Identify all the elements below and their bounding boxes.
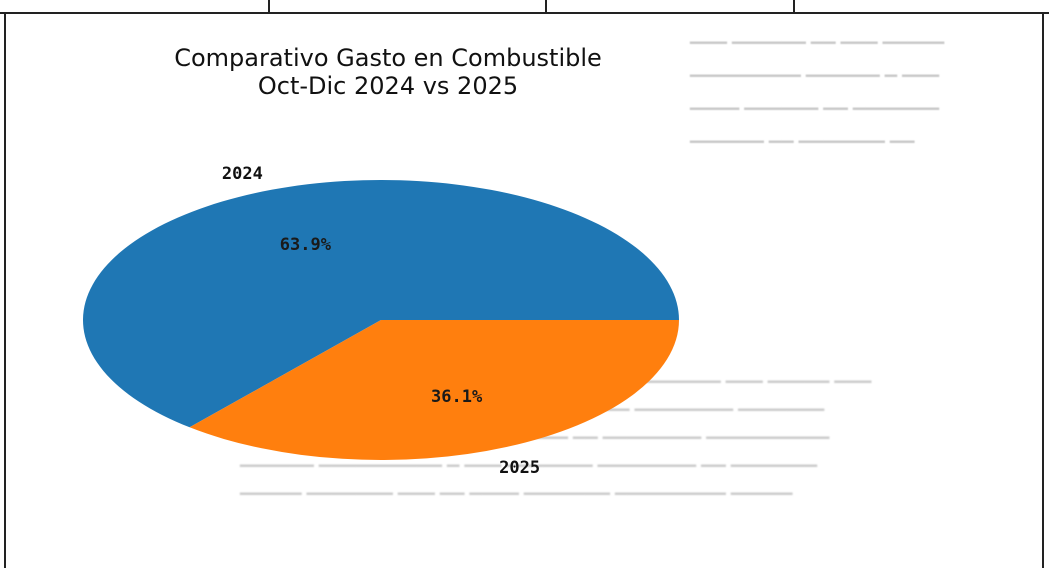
pie-value-label-2024: 63.9%	[280, 235, 332, 255]
table-border-strip	[0, 0, 1049, 14]
chart-title-line-2: Oct-Dic 2024 vs 2025	[257, 72, 519, 100]
chart-title-line-1: Comparativo Gasto en Combustible	[174, 44, 602, 72]
background-bleed-text: ▁▁▁ ▁▁▁▁▁▁ ▁▁ ▁▁▁ ▁▁▁▁▁ ▁▁▁▁▁▁▁▁▁ ▁▁▁▁▁▁ …	[690, 25, 945, 143]
pie-slice-2025	[189, 320, 680, 461]
table-cell-divider	[793, 0, 795, 12]
pie-slice-2024	[82, 180, 680, 428]
table-cell-divider	[268, 0, 270, 12]
chart-title: Comparativo Gasto en Combustible Oct-Dic…	[68, 44, 708, 100]
pie-value-label-2025: 36.1%	[431, 387, 483, 407]
chart-frame	[4, 14, 1044, 568]
pie-category-label-2025: 2025	[499, 458, 540, 478]
table-cell-divider	[545, 0, 547, 12]
pie-category-label-2024: 2024	[222, 164, 263, 184]
